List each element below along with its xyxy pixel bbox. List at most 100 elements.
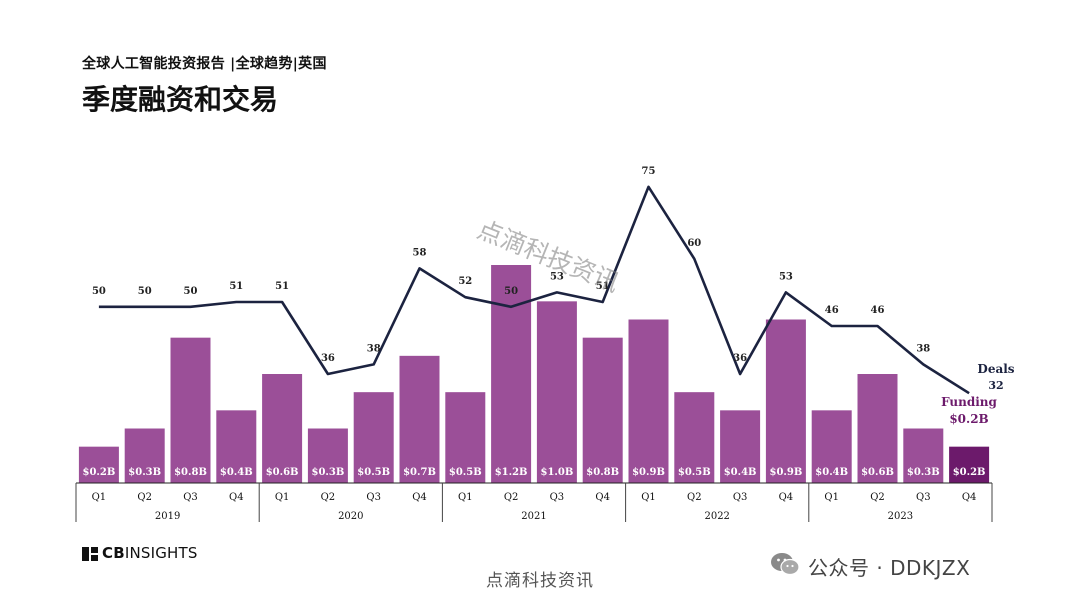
funding-bar-label: $0.5B xyxy=(449,467,482,478)
deals-point-label: 46 xyxy=(825,305,839,316)
deals-point-label: 38 xyxy=(367,343,381,354)
logo-text-insights: INSIGHTS xyxy=(124,544,198,562)
funding-bar-label: $0.7B xyxy=(403,467,436,478)
deals-point-label: 50 xyxy=(504,286,518,297)
quarter-tick-label: Q3 xyxy=(183,492,198,503)
year-tick-label: 2021 xyxy=(521,511,546,522)
deals-point-label: 50 xyxy=(184,286,198,297)
funding-bar-label: $0.9B xyxy=(632,467,665,478)
funding-bar xyxy=(170,337,211,483)
deals-point-label: 50 xyxy=(138,286,152,297)
quarter-tick-label: Q1 xyxy=(641,492,656,503)
year-tick-label: 2019 xyxy=(155,511,180,522)
year-tick-label: 2022 xyxy=(704,511,729,522)
quarter-tick-label: Q4 xyxy=(962,492,977,503)
funding-legend-label: Funding xyxy=(941,395,997,409)
page-title: 季度融资和交易 xyxy=(82,83,279,116)
funding-bar xyxy=(628,319,669,483)
deals-line xyxy=(98,185,970,395)
quarter-tick-label: Q2 xyxy=(321,492,336,503)
funding-bar-label: $0.4B xyxy=(724,467,757,478)
quarter-tick-label: Q1 xyxy=(824,492,839,503)
funding-bar xyxy=(857,374,898,483)
quarter-tick-label: Q1 xyxy=(92,492,107,503)
funding-bar xyxy=(811,410,852,483)
funding-bar xyxy=(949,446,990,483)
cbinsights-logo: CBINSIGHTS xyxy=(82,544,198,562)
logo-text-cb: CB xyxy=(102,544,125,562)
deals-legend-label: Deals xyxy=(977,362,1014,376)
funding-bar xyxy=(903,428,944,483)
funding-bar xyxy=(307,428,348,483)
report-subtitle: 全球人工智能投资报告 |全球趋势|英国 xyxy=(82,56,327,72)
deals-point-label: 60 xyxy=(687,238,701,249)
funding-bar xyxy=(216,410,257,483)
quarter-tick-label: Q3 xyxy=(916,492,931,503)
deals-point-label: 51 xyxy=(596,281,610,292)
cbinsights-logo-icon xyxy=(82,546,98,561)
watermark-center: 点滴科技资讯 xyxy=(486,571,594,591)
deals-legend-value: 32 xyxy=(988,379,1003,392)
deals-point-label: 51 xyxy=(229,281,243,292)
quarter-tick-label: Q1 xyxy=(275,492,290,503)
funding-bar-label: $1.2B xyxy=(495,467,528,478)
quarter-tick-label: Q3 xyxy=(366,492,381,503)
funding-legend-value: $0.2B xyxy=(949,412,988,426)
quarter-tick-label: Q4 xyxy=(779,492,794,503)
deals-point-label: 46 xyxy=(871,305,885,316)
funding-bar-label: $0.3B xyxy=(907,467,940,478)
deals-point-label: 50 xyxy=(92,286,106,297)
quarter-tick-label: Q3 xyxy=(733,492,748,503)
quarter-tick-label: Q3 xyxy=(550,492,565,503)
funding-bar-label: $0.6B xyxy=(861,467,894,478)
year-tick-label: 2020 xyxy=(338,511,363,522)
quarter-tick-label: Q2 xyxy=(687,492,702,503)
funding-bar-label: $0.8B xyxy=(174,467,207,478)
wechat-account-text: 公众号 · DDKJZX xyxy=(808,555,971,580)
funding-bar xyxy=(399,355,440,483)
funding-bar xyxy=(674,392,715,483)
funding-bar-label: $0.9B xyxy=(769,467,802,478)
deals-point-label: 53 xyxy=(779,271,793,282)
funding-bar xyxy=(765,319,806,483)
funding-bar-label: $0.8B xyxy=(586,467,619,478)
quarter-tick-label: Q4 xyxy=(595,492,610,503)
quarter-tick-label: Q2 xyxy=(504,492,519,503)
funding-bar xyxy=(536,301,577,483)
deals-point-label: 36 xyxy=(321,353,335,364)
deals-point-label: 36 xyxy=(733,353,747,364)
funding-bar-label: $0.3B xyxy=(311,467,344,478)
funding-bar xyxy=(491,265,532,483)
deals-point-label: 58 xyxy=(413,247,427,258)
wechat-badge: 公众号 · DDKJZX xyxy=(770,551,970,581)
funding-bar xyxy=(720,410,761,483)
funding-bar-label: $1.0B xyxy=(540,467,573,478)
quarter-tick-label: Q2 xyxy=(870,492,885,503)
funding-bar xyxy=(582,337,623,483)
funding-bar xyxy=(124,428,165,483)
quarter-tick-label: Q4 xyxy=(229,492,244,503)
funding-bar-label: $0.6B xyxy=(266,467,299,478)
quarter-tick-label: Q1 xyxy=(458,492,473,503)
quarter-tick-label: Q2 xyxy=(137,492,152,503)
funding-bar xyxy=(353,392,394,483)
deals-point-label: 52 xyxy=(458,276,472,287)
funding-bar-label: $0.2B xyxy=(953,467,986,478)
deals-point-label: 51 xyxy=(275,281,289,292)
funding-bar xyxy=(262,374,303,483)
funding-bar-label: $0.4B xyxy=(220,467,253,478)
wechat-icon xyxy=(770,551,800,581)
year-tick-label: 2023 xyxy=(888,511,913,522)
deals-point-label: 75 xyxy=(642,166,656,177)
funding-bar-label: $0.2B xyxy=(82,467,115,478)
funding-bar xyxy=(78,446,119,483)
quarter-tick-label: Q4 xyxy=(412,492,427,503)
funding-bar xyxy=(445,392,486,483)
funding-bar-label: $0.5B xyxy=(678,467,711,478)
deals-point-label: 53 xyxy=(550,271,564,282)
funding-bar-label: $0.5B xyxy=(357,467,390,478)
deals-point-label: 38 xyxy=(916,343,930,354)
funding-bar-label: $0.4B xyxy=(815,467,848,478)
funding-bar-label: $0.3B xyxy=(128,467,161,478)
